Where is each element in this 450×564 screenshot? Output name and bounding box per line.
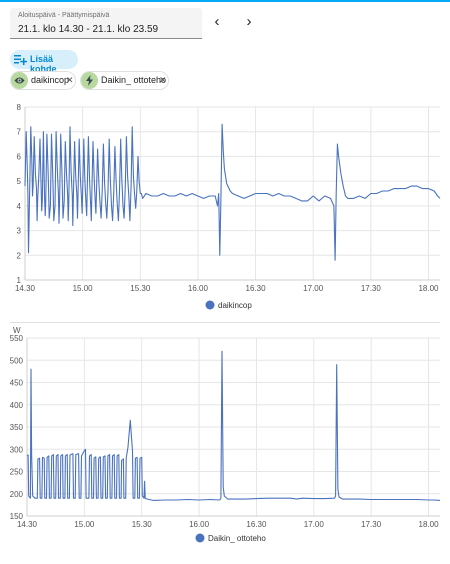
y-tick-label: 1 [17, 276, 22, 285]
y-tick-label: 500 [10, 356, 24, 365]
x-tick-label: 14.30 [17, 520, 38, 529]
flash-icon [86, 75, 93, 86]
daikincop-chart: 1 2 3 4 5 6 7 8 14.30 15.00 15.30 16.00 16.30 17.00 17… [0, 98, 450, 318]
chevron-right-icon: › [246, 13, 252, 30]
y-unit-label: W [13, 326, 21, 335]
y-tick-label: 5 [17, 177, 22, 186]
legend-label[interactable]: Daikin_ ottoteho [208, 534, 266, 543]
x-tick-label: 18.00 [418, 284, 439, 293]
date-range-label: Aloituspäivä - Päättymispäivä [18, 12, 110, 19]
remove-entity-ottoteho-button[interactable]: ✕ [159, 75, 167, 85]
ottoteho-chart: 150 200 250 300 350 400 450 500 550 14.30 15.00 15.… [0, 324, 450, 546]
series-line[interactable] [26, 350, 441, 501]
x-tick-label: 14.30 [15, 284, 36, 293]
y-tick-label: 4 [17, 202, 22, 211]
previous-period-button[interactable]: ‹ [207, 12, 227, 32]
y-tick-label: 300 [10, 445, 24, 454]
add-target-label: Lisää kohde [30, 54, 57, 74]
x-tick-label: 15.00 [74, 520, 95, 529]
x-tick-label: 16.30 [246, 284, 267, 293]
x-tick-label: 17.00 [304, 520, 325, 529]
add-target-button[interactable]: Lisää kohde [10, 50, 78, 74]
x-tick-label: 16.00 [189, 520, 210, 529]
entity-chip-daikin-ottoteho[interactable]: Daikin_ ottoteho ✕ [80, 71, 169, 90]
chip-avatar [81, 72, 98, 89]
chevron-left-icon: ‹ [214, 13, 220, 30]
entity-chip-label: daikincop [31, 75, 70, 85]
y-tick-label: 7 [17, 128, 22, 137]
x-tick-label: 16.00 [188, 284, 209, 293]
y-tick-label: 550 [10, 334, 24, 343]
chart-divider [10, 322, 440, 323]
date-range-value: 21.1. klo 14.30 - 21.1. klo 23.59 [18, 24, 159, 35]
x-tick-label: 17.00 [303, 284, 324, 293]
legend-marker[interactable] [205, 300, 215, 310]
x-tick-label: 15.30 [130, 284, 151, 293]
y-tick-label: 2 [17, 251, 22, 260]
y-tick-label: 350 [10, 423, 24, 432]
ottoteho-chart-svg: 150 200 250 300 350 400 450 500 550 14.30 15.00 15.… [10, 326, 441, 543]
y-tick-label: 200 [10, 490, 24, 499]
date-range-picker[interactable]: Aloituspäivä - Päättymispäivä 21.1. klo … [10, 8, 202, 39]
x-tick-label: 17.30 [361, 284, 382, 293]
entity-chip-label: Daikin_ ottoteho [101, 75, 167, 85]
y-tick-label: 400 [10, 401, 24, 410]
x-tick-label: 18.00 [419, 520, 440, 529]
eye-icon [14, 77, 25, 84]
legend-marker[interactable] [195, 533, 205, 543]
x-tick-label: 16.30 [246, 520, 267, 529]
top-accent-line [0, 0, 450, 2]
y-tick-label: 8 [17, 103, 22, 112]
chip-avatar [11, 72, 28, 89]
legend-label[interactable]: daikincop [218, 301, 252, 310]
y-tick-label: 450 [10, 379, 24, 388]
entity-chip-daikincop[interactable]: daikincop ✕ [10, 71, 76, 90]
x-tick-label: 15.30 [132, 520, 153, 529]
next-period-button[interactable]: › [239, 12, 259, 32]
daikincop-chart-svg: 1 2 3 4 5 6 7 8 14.30 15.00 15.30 16.00 16.30 17.00 17… [15, 103, 441, 310]
y-tick-label: 6 [17, 152, 22, 161]
x-tick-label: 15.00 [73, 284, 94, 293]
x-tick-label: 17.30 [361, 520, 382, 529]
y-tick-label: 150 [10, 512, 24, 521]
remove-entity-daikincop-button[interactable]: ✕ [66, 75, 74, 85]
playlist-add-icon [14, 55, 27, 65]
y-tick-label: 250 [10, 468, 24, 477]
y-tick-label: 3 [17, 227, 22, 236]
series-line[interactable] [24, 123, 441, 261]
